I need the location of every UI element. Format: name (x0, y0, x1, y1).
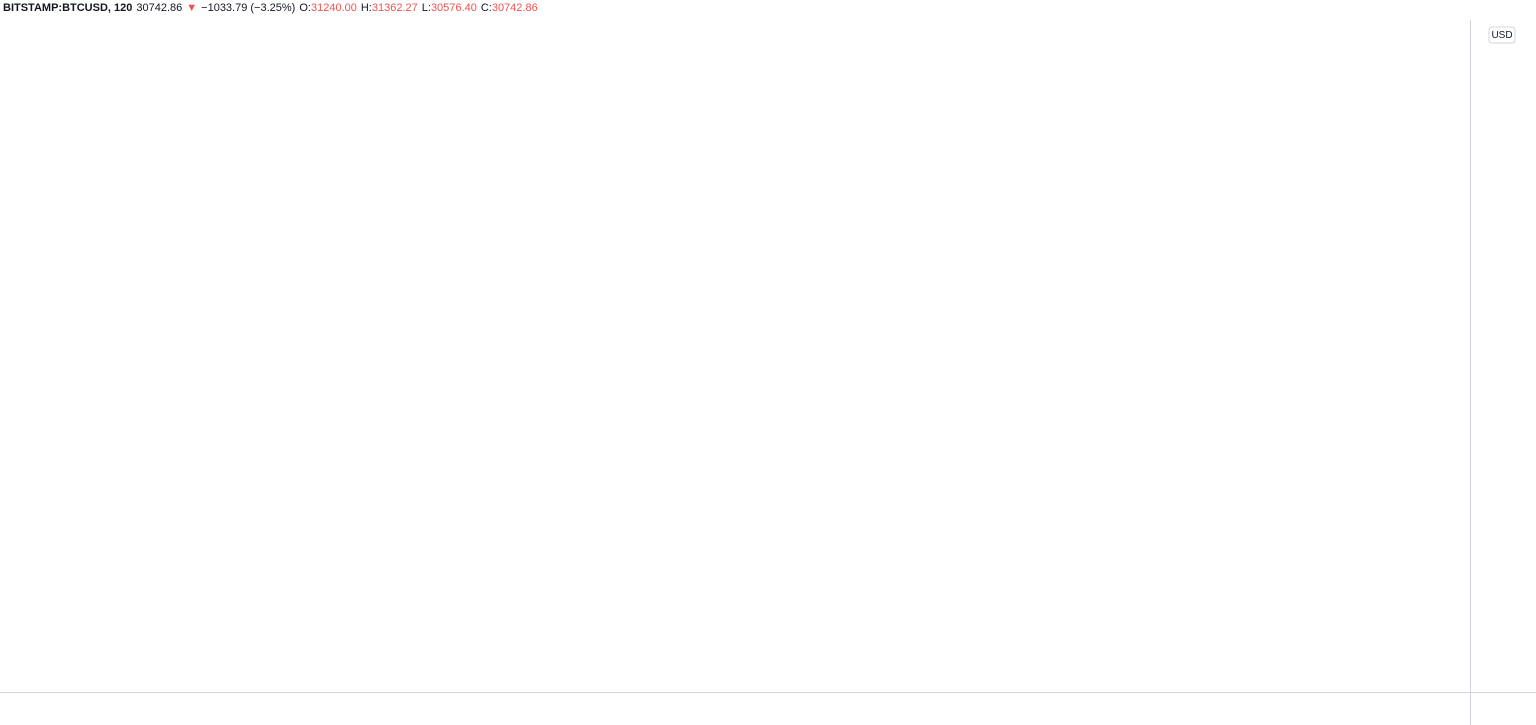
ohlc-value: 31240.00 (310, 2, 357, 14)
header: BITSTAMP:BTCUSD, 120 30742.86 ▼ −1033.79… (3, 2, 542, 14)
ohlc-value: 31362.27 (371, 2, 418, 14)
symbol: BITSTAMP:BTCUSD, 120 (3, 2, 133, 14)
change: −1033.79 (−3.25%) (201, 2, 296, 14)
arrow: ▼ (186, 2, 198, 14)
ohlc-key: O: (299, 2, 311, 14)
ohlc-key: C: (480, 2, 492, 14)
last-price: 30742.86 (136, 2, 183, 14)
ohlc: O:31240.00 H:31362.27 L:30576.40 C:30742.86 (299, 2, 541, 14)
ohlc-key: L: (421, 2, 431, 14)
ohlc-value: 30742.86 (491, 2, 538, 14)
ohlc-value: 30576.40 (430, 2, 477, 14)
currency: USD (1491, 30, 1512, 41)
currency-box (1488, 26, 1516, 44)
ohlc-key: H: (360, 2, 372, 14)
